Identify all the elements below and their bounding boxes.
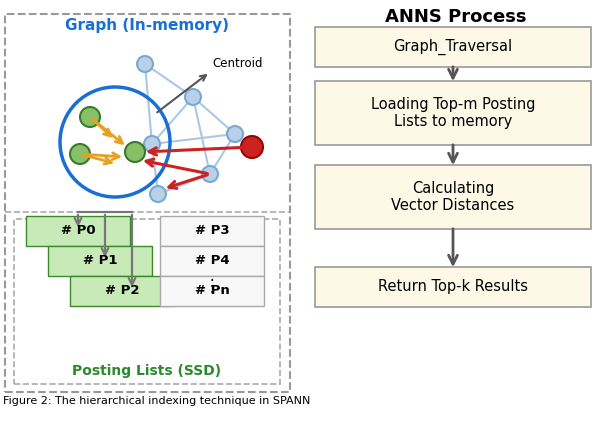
Text: Return Top-k Results: Return Top-k Results [378,279,528,295]
Text: # P2: # P2 [105,284,140,298]
FancyBboxPatch shape [160,246,264,276]
Text: # P1: # P1 [83,254,118,268]
Text: # P4: # P4 [195,254,230,268]
FancyBboxPatch shape [160,216,264,246]
Text: ⋮: ⋮ [204,277,220,295]
Text: Graph (In-memory): Graph (In-memory) [65,18,229,33]
FancyBboxPatch shape [315,81,591,145]
FancyBboxPatch shape [5,14,290,392]
Circle shape [70,144,90,164]
Circle shape [185,89,201,105]
FancyBboxPatch shape [26,216,130,246]
Circle shape [227,126,243,142]
FancyBboxPatch shape [70,276,174,306]
Text: # P0: # P0 [61,225,95,238]
Text: Centroid: Centroid [212,57,263,70]
Circle shape [80,107,100,127]
FancyBboxPatch shape [160,276,264,306]
Circle shape [202,166,218,182]
FancyBboxPatch shape [14,219,280,384]
Text: # Pn: # Pn [195,284,230,298]
Text: # P3: # P3 [195,225,230,238]
FancyBboxPatch shape [315,165,591,229]
Text: Graph_Traversal: Graph_Traversal [394,39,513,55]
Circle shape [144,136,160,152]
FancyBboxPatch shape [315,267,591,307]
Circle shape [241,136,263,158]
Text: Calculating
Vector Distances: Calculating Vector Distances [392,181,515,213]
Text: ANNS Process: ANNS Process [385,8,527,26]
Text: Loading Top-m Posting
Lists to memory: Loading Top-m Posting Lists to memory [371,97,536,129]
Circle shape [137,56,153,72]
FancyBboxPatch shape [315,27,591,67]
Text: Figure 2: The hierarchical indexing technique in SPANN: Figure 2: The hierarchical indexing tech… [3,396,310,406]
FancyBboxPatch shape [48,246,152,276]
Text: Posting Lists (SSD): Posting Lists (SSD) [72,364,222,378]
Circle shape [125,142,145,162]
Circle shape [150,186,166,202]
